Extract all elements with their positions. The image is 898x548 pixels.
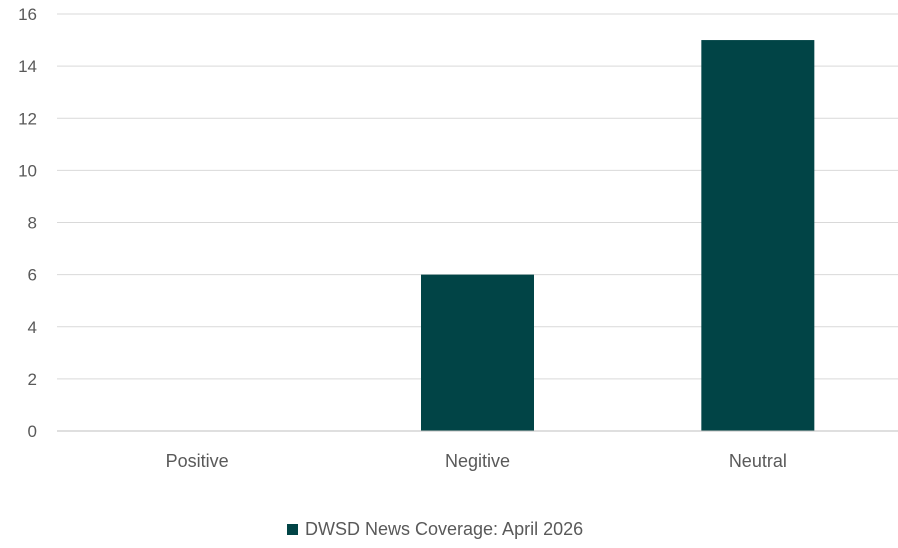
- y-tick-label: 4: [28, 318, 37, 337]
- legend: DWSD News Coverage: April 2026: [287, 519, 583, 539]
- y-tick-label: 0: [28, 422, 37, 441]
- y-tick-label: 2: [28, 370, 37, 389]
- y-tick-label: 12: [18, 109, 37, 128]
- y-tick-label: 16: [18, 5, 37, 24]
- y-axis-tick-labels: 0 2 4 6 8 10 12 14 16: [18, 5, 37, 441]
- x-axis-tick-labels: Positive Negitive Neutral: [166, 451, 787, 471]
- bars: [421, 40, 815, 431]
- x-tick-label: Neutral: [729, 451, 787, 471]
- y-tick-label: 8: [28, 214, 37, 233]
- x-tick-label: Positive: [166, 451, 229, 471]
- legend-swatch: [287, 524, 298, 535]
- bar-neutral: [701, 40, 815, 431]
- y-tick-label: 10: [18, 161, 37, 180]
- y-tick-label: 14: [18, 57, 37, 76]
- legend-label: DWSD News Coverage: April 2026: [305, 519, 583, 539]
- x-tick-label: Negitive: [445, 451, 510, 471]
- bar-negitive: [421, 274, 534, 431]
- y-tick-label: 6: [28, 266, 37, 285]
